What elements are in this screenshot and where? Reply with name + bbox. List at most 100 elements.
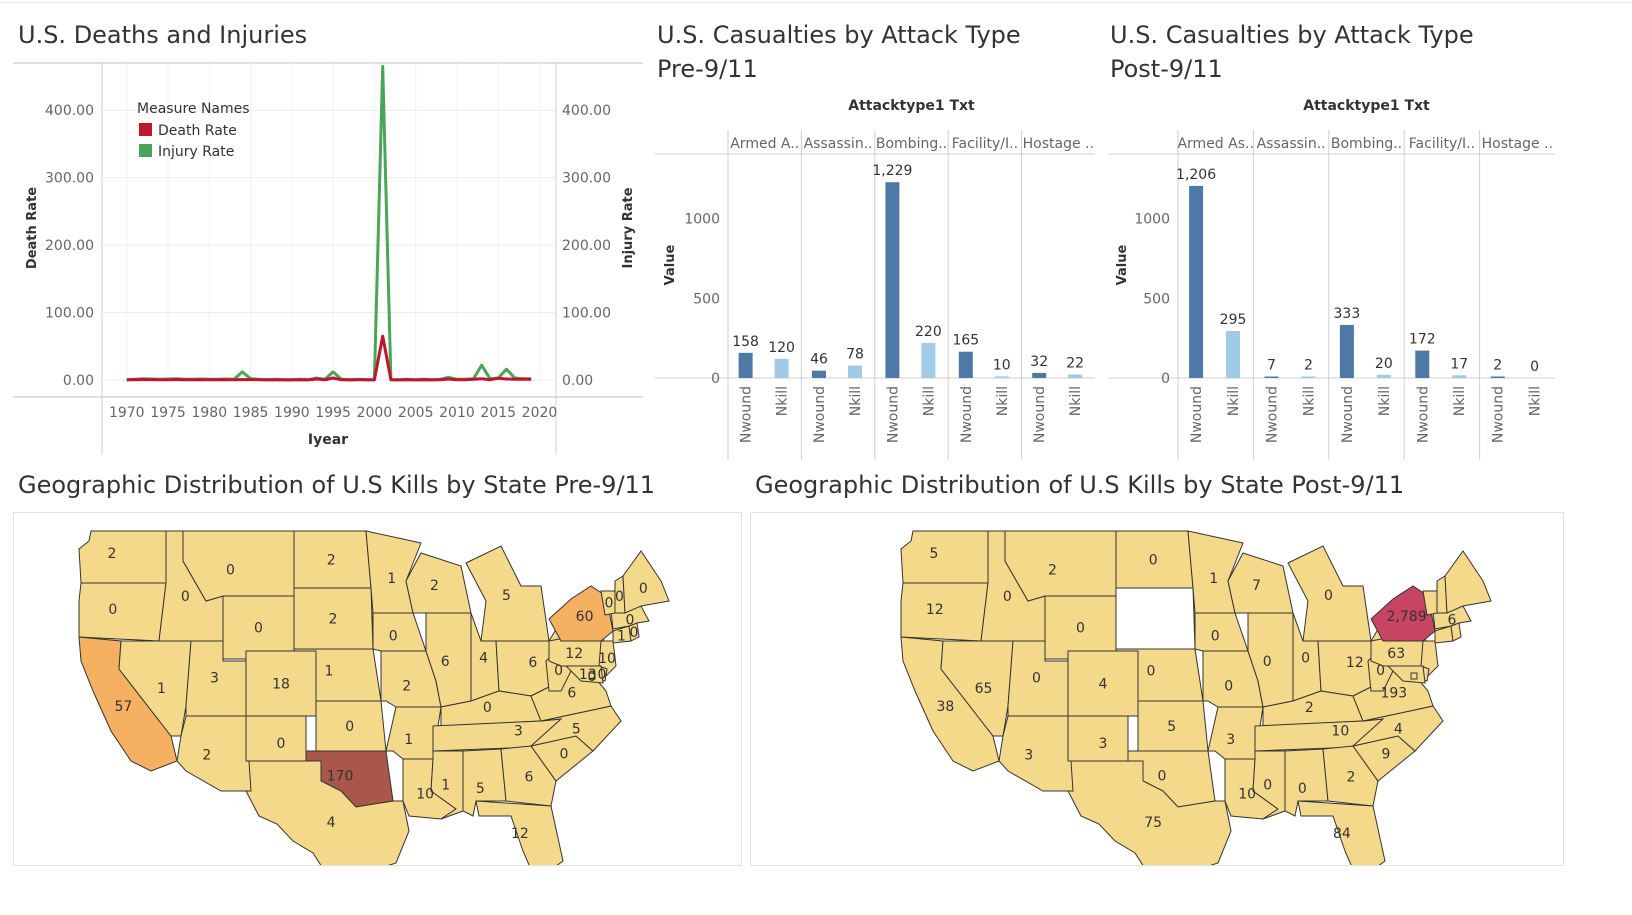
state-value-label: 5: [930, 546, 939, 562]
state-value-label: 5: [572, 722, 581, 738]
state-value-label: 6: [567, 686, 576, 702]
state-value-label: 0: [108, 602, 117, 618]
state-or: [78, 582, 167, 642]
state-value-label: 0: [626, 612, 635, 628]
bar-nkill: [774, 358, 789, 378]
state-value-label: 7: [1252, 578, 1261, 594]
state-value-label: 0: [389, 628, 398, 644]
state-value-label: 5: [1167, 719, 1176, 735]
bar-y-tick: 0: [1161, 371, 1170, 387]
legend-label: Death Rate: [158, 123, 237, 139]
state-value-label: 38: [936, 699, 954, 715]
state-value-label: 0: [588, 669, 597, 685]
x-tick: 1975: [150, 405, 186, 421]
bar-measure-label: Nkill: [1452, 386, 1468, 416]
y-tick-left: 200.00: [45, 238, 94, 254]
state-value-label: 1: [157, 681, 166, 697]
state-value-label: 4: [1099, 677, 1108, 693]
state-value-label: 0: [615, 589, 624, 605]
state-value-label: 0: [1298, 781, 1307, 797]
state-ga: [1322, 745, 1379, 807]
bar-measure-label: Nkill: [995, 386, 1011, 416]
state-nc: [1351, 705, 1444, 752]
bar-group-label: Bombing..: [876, 136, 947, 152]
y-tick-right: 300.00: [562, 171, 611, 187]
x-tick: 1980: [191, 405, 227, 421]
bar-nwound: [885, 182, 900, 378]
state-value-label: 0: [1224, 679, 1233, 695]
state-value-label: 10: [416, 786, 434, 802]
bar-measure-label: Nkill: [1301, 386, 1317, 416]
state-wa: [900, 530, 989, 584]
map-pre-frame: 2 0 0 0 0 2 2 1 0 1 0 2 5 6 4 6 12 60 0 0 0 0 1 0 10 57 1 3 18 2 0 170 4…: [13, 512, 742, 897]
state-value-label: 84: [1333, 826, 1351, 842]
state-mi: [465, 545, 550, 642]
state-mt: [182, 530, 295, 602]
bar-nwound: [1264, 376, 1279, 378]
bar-y-tick: 1000: [684, 212, 720, 228]
state-value-label: 2: [1305, 700, 1314, 716]
bar-value-label: 32: [1030, 354, 1048, 370]
bar-value-label: 120: [768, 340, 795, 356]
state-value-label: 5: [502, 588, 511, 604]
state-value-label: 1: [1209, 571, 1218, 587]
state-value-label: 0: [1376, 663, 1385, 679]
bar-value-label: 220: [915, 324, 942, 340]
bar-measure-label: Nkill: [921, 386, 937, 416]
y-tick-right: 400.00: [562, 103, 611, 119]
state-value-label: 0: [1324, 588, 1333, 604]
bar-group-label: Hostage ..: [1482, 136, 1553, 152]
bar-nkill: [1068, 374, 1083, 378]
state-az: [998, 715, 1074, 792]
state-value-label: 0: [1149, 553, 1158, 569]
state-nm: [1067, 715, 1129, 762]
state-value-label: 12: [926, 602, 944, 618]
bar-post-title-line2: Post-9/11: [1110, 55, 1223, 83]
bar-measure-label: Nwound: [1032, 386, 1048, 443]
bar-measure-label: Nwound: [739, 386, 755, 443]
state-value-label: 12: [565, 646, 583, 662]
bar-value-label: 17: [1450, 356, 1468, 372]
y-tick-left: 300.00: [45, 171, 94, 187]
state-nm: [245, 715, 307, 762]
state-dc: [588, 672, 596, 680]
state-value-label: 4: [1394, 722, 1403, 738]
state-value-label: 10: [598, 651, 616, 667]
state-value-label: 18: [272, 677, 290, 693]
y-tick-left: 0.00: [63, 373, 94, 389]
map-pre-title: Geographic Distribution of U.S Kills by …: [18, 471, 656, 499]
state-value-label: 0: [226, 562, 235, 578]
state-co: [245, 650, 317, 717]
state-value-label: 170: [327, 769, 354, 785]
bar-y-axis-label: Value: [663, 244, 678, 285]
bar-y-tick: 500: [1143, 291, 1170, 307]
state-value-label: 0: [483, 700, 492, 716]
map-post-title: Geographic Distribution of U.S Kills by …: [755, 471, 1405, 499]
state-value-label: 0: [1301, 650, 1310, 666]
bar-value-label: 165: [952, 333, 979, 349]
bar-nwound: [812, 370, 827, 378]
state-wi: [1227, 552, 1294, 614]
state-value-label: 0: [1263, 654, 1272, 670]
bar-measure-label: Nkill: [1226, 386, 1242, 416]
bar-value-label: 46: [810, 352, 828, 368]
bar-measure-label: Nkill: [775, 386, 791, 416]
bar-pre-chart: Attacktype1 Txt 0 500 1000 Value Armed A.. 158…: [655, 98, 1095, 460]
y-tick-right: 200.00: [562, 238, 611, 254]
bar-group-label: Armed As..: [1177, 136, 1253, 152]
bar-header: Attacktype1 Txt: [1303, 98, 1430, 114]
bar-post-chart: Attacktype1 Txt 0 500 1000 Value Armed As.. 1,…: [1108, 98, 1555, 460]
x-tick: 1985: [233, 405, 269, 421]
state-value-label: 9: [1382, 747, 1391, 763]
state-az: [176, 715, 252, 792]
state-value-label: 6: [1448, 612, 1457, 628]
state-value-label: 4: [327, 815, 336, 831]
state-nc: [529, 705, 622, 752]
bar-measure-label: Nkill: [848, 386, 864, 416]
bar-nkill: [1226, 331, 1241, 378]
state-sd: [1115, 587, 1196, 650]
bar-measure-label: Nwound: [1415, 386, 1431, 443]
